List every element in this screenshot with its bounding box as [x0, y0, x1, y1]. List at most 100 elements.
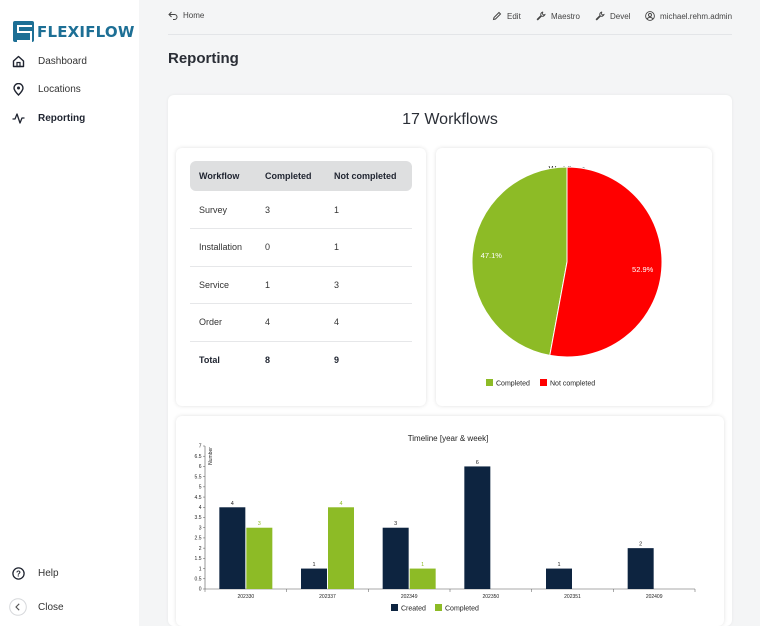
- timeline-chart-card: Timeline [year & week] Number 0 0.5 1 1.5 2 2.5…: [176, 416, 724, 626]
- legend-swatch: [435, 604, 442, 611]
- legend-swatch: [391, 604, 398, 611]
- legend-label: Completed: [445, 606, 479, 613]
- x-tick-label: 202350: [482, 594, 499, 600]
- x-tick-label: 202337: [319, 594, 336, 600]
- table-cell: Installation: [190, 228, 256, 267]
- legend-swatch: [540, 379, 547, 386]
- logo[interactable]: FLEXIFLOW: [13, 21, 135, 42]
- pie-slice-label: 52.9%: [632, 265, 654, 274]
- logo-icon: [13, 21, 34, 42]
- workflow-table-card: Workflow Completed Not completed Survey …: [176, 148, 426, 406]
- home-link[interactable]: Home: [168, 11, 204, 20]
- bar-value-label: 1: [421, 562, 424, 568]
- home-label: Home: [183, 11, 205, 20]
- help-label: Help: [38, 567, 59, 579]
- edit-label: Edit: [507, 11, 521, 21]
- legend-label: Created: [401, 606, 426, 613]
- y-tick-label: 2: [199, 546, 202, 552]
- pie-slice: [549, 166, 663, 358]
- table-cell: Order: [190, 303, 256, 342]
- sidebar-item-label: Locations: [38, 83, 81, 95]
- table-cell: Service: [190, 266, 256, 304]
- bar-created: [301, 568, 327, 589]
- back-arrow-icon: [168, 11, 178, 20]
- y-tick-label: 4.5: [195, 495, 202, 501]
- page-title: Reporting: [168, 50, 239, 67]
- table-row: Installation 0 1: [190, 228, 412, 267]
- sidebar-item-dashboard[interactable]: Dashboard: [12, 51, 87, 71]
- bar-value-label: 3: [258, 521, 261, 527]
- table-row: Order 4 4: [190, 303, 412, 342]
- workflow-table: Workflow Completed Not completed Survey …: [190, 161, 412, 379]
- logo-text: FLEXIFLOW: [37, 22, 135, 41]
- timeline-bar-chart: Timeline [year & week] Number 0 0.5 1 1.5 2 2.5…: [195, 434, 696, 613]
- x-tick-label: 202409: [646, 594, 663, 600]
- table-row: Service 1 3: [190, 266, 412, 304]
- user-menu[interactable]: michael.rehm.admin: [645, 11, 732, 21]
- column-header: Not completed: [325, 161, 412, 191]
- sidebar-item-locations[interactable]: Locations: [12, 79, 81, 99]
- bar-created: [546, 568, 572, 589]
- bar-value-label: 1: [557, 562, 560, 568]
- help-icon: ?: [12, 566, 25, 580]
- y-tick-label: 4: [199, 505, 202, 511]
- report-card: 17 Workflows Workflow Completed Not comp…: [168, 95, 732, 626]
- maestro-label: Maestro: [551, 11, 580, 21]
- legend-swatch: [486, 379, 493, 386]
- x-tick-label: 202351: [564, 594, 581, 600]
- column-header: Workflow: [190, 161, 256, 191]
- table-cell: 1: [325, 228, 412, 267]
- devel-label: Devel: [610, 11, 631, 21]
- table-cell: 4: [256, 303, 325, 342]
- bar-value-label: 2: [639, 542, 642, 548]
- wrench-icon: [595, 11, 605, 21]
- bar-value-label: 1: [312, 562, 315, 568]
- table-cell: 8: [256, 340, 325, 379]
- edit-button[interactable]: Edit: [492, 11, 521, 21]
- table-cell: 9: [325, 340, 412, 379]
- bar-created: [382, 527, 409, 589]
- y-tick-label: 6.5: [195, 454, 202, 460]
- y-tick-label: 0.5: [195, 576, 202, 582]
- bar-value-label: 3: [394, 521, 397, 527]
- activity-icon: [12, 112, 25, 125]
- y-tick-label: 1: [199, 566, 202, 572]
- y-tick-label: 0: [199, 587, 202, 593]
- table-row: Survey 3 1: [190, 191, 412, 229]
- column-header: Completed: [256, 161, 325, 191]
- maestro-button[interactable]: Maestro: [536, 11, 580, 21]
- location-pin-icon: [12, 82, 25, 96]
- y-axis-label: Number: [208, 447, 214, 465]
- bar-completed: [328, 507, 354, 589]
- sidebar: FLEXIFLOW Dashboard Locations Reporting …: [0, 0, 139, 626]
- devel-button[interactable]: Devel: [595, 11, 630, 21]
- help-link[interactable]: ? Help: [12, 563, 59, 583]
- x-tick-label: 202330: [237, 594, 254, 600]
- user-label: michael.rehm.admin: [660, 11, 733, 21]
- bar-created: [627, 548, 654, 589]
- table-cell: 0: [256, 228, 325, 267]
- bar-created: [464, 466, 491, 589]
- table-header-row: Workflow Completed Not completed: [190, 161, 412, 191]
- home-icon: [12, 55, 25, 68]
- bar-completed: [246, 527, 273, 589]
- y-tick-label: 3: [199, 525, 202, 531]
- table-cell: 1: [325, 191, 412, 229]
- x-tick-label: 202349: [401, 594, 418, 600]
- bar-value-label: 6: [476, 460, 479, 466]
- user-icon: [645, 11, 655, 21]
- y-tick-label: 2.5: [195, 536, 202, 542]
- table-cell: 3: [325, 266, 412, 304]
- top-bar: Home Edit Maestro Devel michael.rehm.adm…: [168, 0, 732, 35]
- chevron-left-icon: [9, 598, 27, 616]
- table-cell: 1: [256, 266, 325, 304]
- close-sidebar-button[interactable]: Close: [9, 597, 64, 617]
- close-label: Close: [38, 601, 64, 613]
- y-tick-label: 7: [199, 444, 202, 450]
- legend-label: Not completed: [550, 381, 595, 388]
- table-cell: 4: [325, 303, 412, 342]
- table-cell: Survey: [190, 191, 256, 229]
- sidebar-item-reporting[interactable]: Reporting: [12, 108, 85, 128]
